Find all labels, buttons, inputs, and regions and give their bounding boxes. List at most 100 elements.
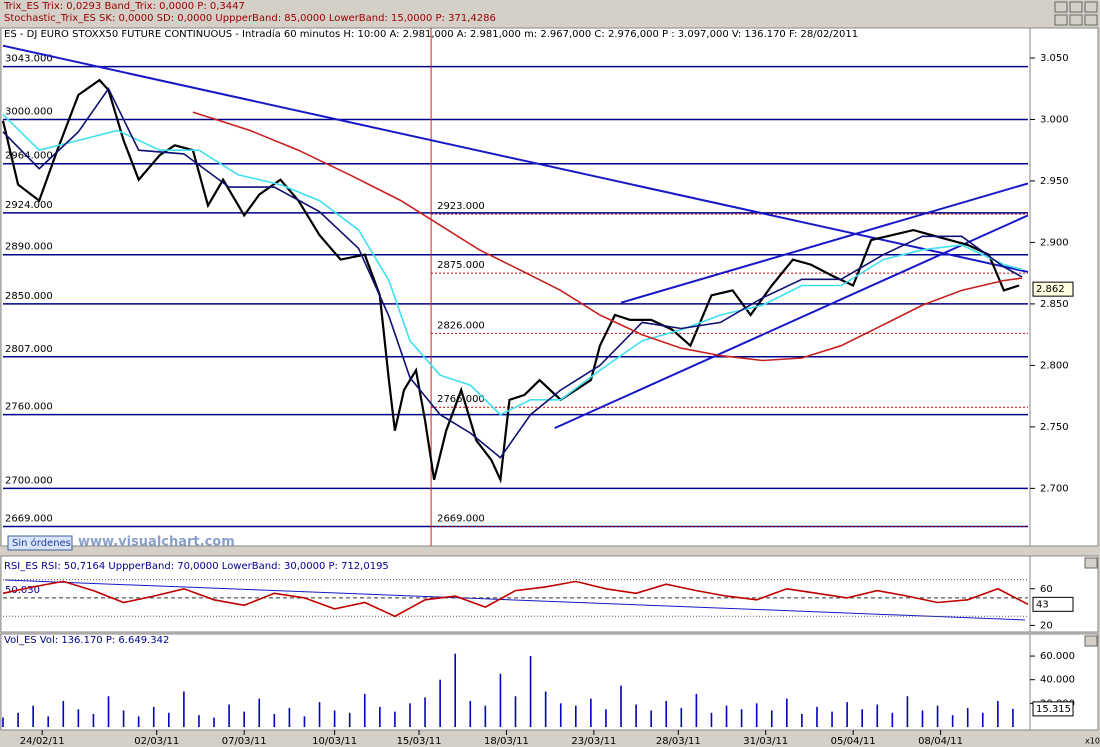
orders-button[interactable] — [7, 535, 73, 551]
volume-bar — [213, 717, 215, 727]
x-tick-label: 08/04/11 — [918, 736, 963, 747]
volume-bar — [544, 691, 547, 727]
x-tick-label: 05/04/11 — [831, 736, 876, 747]
y-tick-label: 60.000 — [1040, 651, 1075, 662]
volume-bar — [620, 685, 622, 727]
volume-bar — [891, 712, 894, 727]
trendline — [620, 182, 1029, 304]
y-tick-label: 2.800 — [1040, 360, 1069, 371]
volume-bar — [1012, 708, 1014, 727]
volume-bar — [665, 700, 668, 727]
price-panel — [0, 27, 1031, 547]
level-label: 2807.000 — [5, 344, 53, 355]
restore-button[interactable] — [1069, 1, 1083, 13]
last-value-label: 43 — [1036, 599, 1049, 610]
volume-bar — [981, 712, 984, 727]
volume-bar — [605, 709, 607, 727]
rsi-axis — [1029, 555, 1099, 633]
close-button[interactable] — [1084, 1, 1098, 13]
volume-bar — [831, 711, 833, 727]
level-label: 2760.000 — [5, 402, 53, 413]
volume-bar — [499, 673, 502, 727]
level-label: 2700.000 — [5, 475, 53, 486]
volume-bar — [951, 715, 954, 727]
dotted-level-label: 2826.000 — [437, 320, 485, 331]
volume-bar — [529, 656, 532, 727]
volume-bar — [122, 710, 125, 727]
level-label: 2890.000 — [5, 242, 53, 253]
volume-bar — [906, 696, 909, 727]
volume-bar — [786, 698, 788, 727]
y-tick-label: 2.900 — [1040, 237, 1069, 248]
y-tick-label: 3.000 — [1040, 114, 1069, 125]
y-tick-label: 2.750 — [1040, 422, 1069, 433]
volume-bar — [454, 653, 457, 727]
volume-bar — [303, 716, 306, 727]
y-tick-label: 40.000 — [1040, 675, 1075, 686]
volume-bar — [801, 713, 803, 727]
restore-button[interactable] — [1069, 14, 1083, 26]
volume-bar — [710, 712, 713, 727]
level-label: 50.030 — [5, 585, 40, 596]
rsi-trendline — [4, 579, 1026, 621]
volume-bar — [966, 708, 969, 727]
volume-bar — [243, 711, 245, 727]
volume-bar — [936, 705, 939, 727]
volume-bar — [168, 712, 170, 727]
dotted-level-label: 2875.000 — [437, 260, 485, 271]
panel-title: RSI_ES RSI: 50,7164 UppperBand: 70,0000 … — [4, 561, 389, 572]
window-buttons — [1054, 1, 1098, 647]
volume-bar — [32, 705, 34, 727]
y-tick-label: 60 — [1040, 584, 1053, 595]
volume-bar — [424, 697, 426, 727]
x-tick-label: 02/03/11 — [134, 736, 179, 747]
series-line — [2, 87, 1023, 459]
minimize-button[interactable] — [1054, 1, 1068, 13]
volume-bar — [816, 706, 818, 727]
close-button[interactable] — [1084, 14, 1098, 26]
volume-bar — [469, 700, 472, 727]
volume-bar — [363, 693, 366, 727]
volume-bar — [198, 715, 200, 727]
x-tick-label: 07/03/11 — [222, 736, 267, 747]
volume-bar — [559, 703, 562, 727]
panel-title: Vol_ES Vol: 136.170 P: 6.649.342 — [4, 635, 169, 646]
level-label: 2669.000 — [5, 513, 53, 524]
series-line — [192, 111, 1023, 362]
volume-bar — [258, 698, 261, 727]
last-value-label: 15.315 — [1036, 704, 1071, 715]
indicator-title: Trix_ES Trix: 0,0293 Band_Trix: 0,0000 P… — [3, 1, 245, 12]
last-value-label: 2.862 — [1036, 284, 1065, 295]
y-tick-label: 2.700 — [1040, 483, 1069, 494]
x-tick-label: 28/03/11 — [656, 736, 701, 747]
volume-bar — [680, 708, 683, 727]
volume-bar — [695, 693, 698, 727]
orders-status: Sin órdenes — [12, 537, 71, 549]
trendline — [554, 214, 1029, 430]
volume-bar — [17, 712, 19, 727]
minimize-button[interactable] — [1054, 14, 1068, 26]
series-line — [1, 78, 1020, 484]
volume-bar — [288, 708, 291, 727]
volume-bar — [273, 713, 276, 727]
volume-bar — [47, 716, 50, 727]
indicator-title: Stochastic_Trix_ES SK: 0,0000 SD: 0,0000… — [4, 13, 496, 24]
x-tick-label: 31/03/11 — [743, 736, 788, 747]
volume-bar — [107, 696, 110, 727]
level-label: 2850.000 — [5, 291, 53, 302]
volume-bar — [92, 713, 95, 727]
close-button[interactable] — [1084, 557, 1098, 569]
volume-bar — [2, 717, 4, 727]
volume-bar — [590, 698, 592, 727]
volume-bar — [348, 712, 351, 727]
volume-bar — [846, 702, 848, 727]
close-button[interactable] — [1084, 635, 1098, 647]
y-tick-label: 2.950 — [1040, 176, 1069, 187]
dotted-level-label: 2923.000 — [437, 201, 485, 212]
volume-bar — [770, 710, 773, 727]
level-label: 3043.000 — [5, 54, 53, 65]
dotted-level-label: 2766.000 — [437, 394, 485, 405]
volume-bar — [861, 709, 863, 727]
level-label: 2964.000 — [5, 151, 53, 162]
